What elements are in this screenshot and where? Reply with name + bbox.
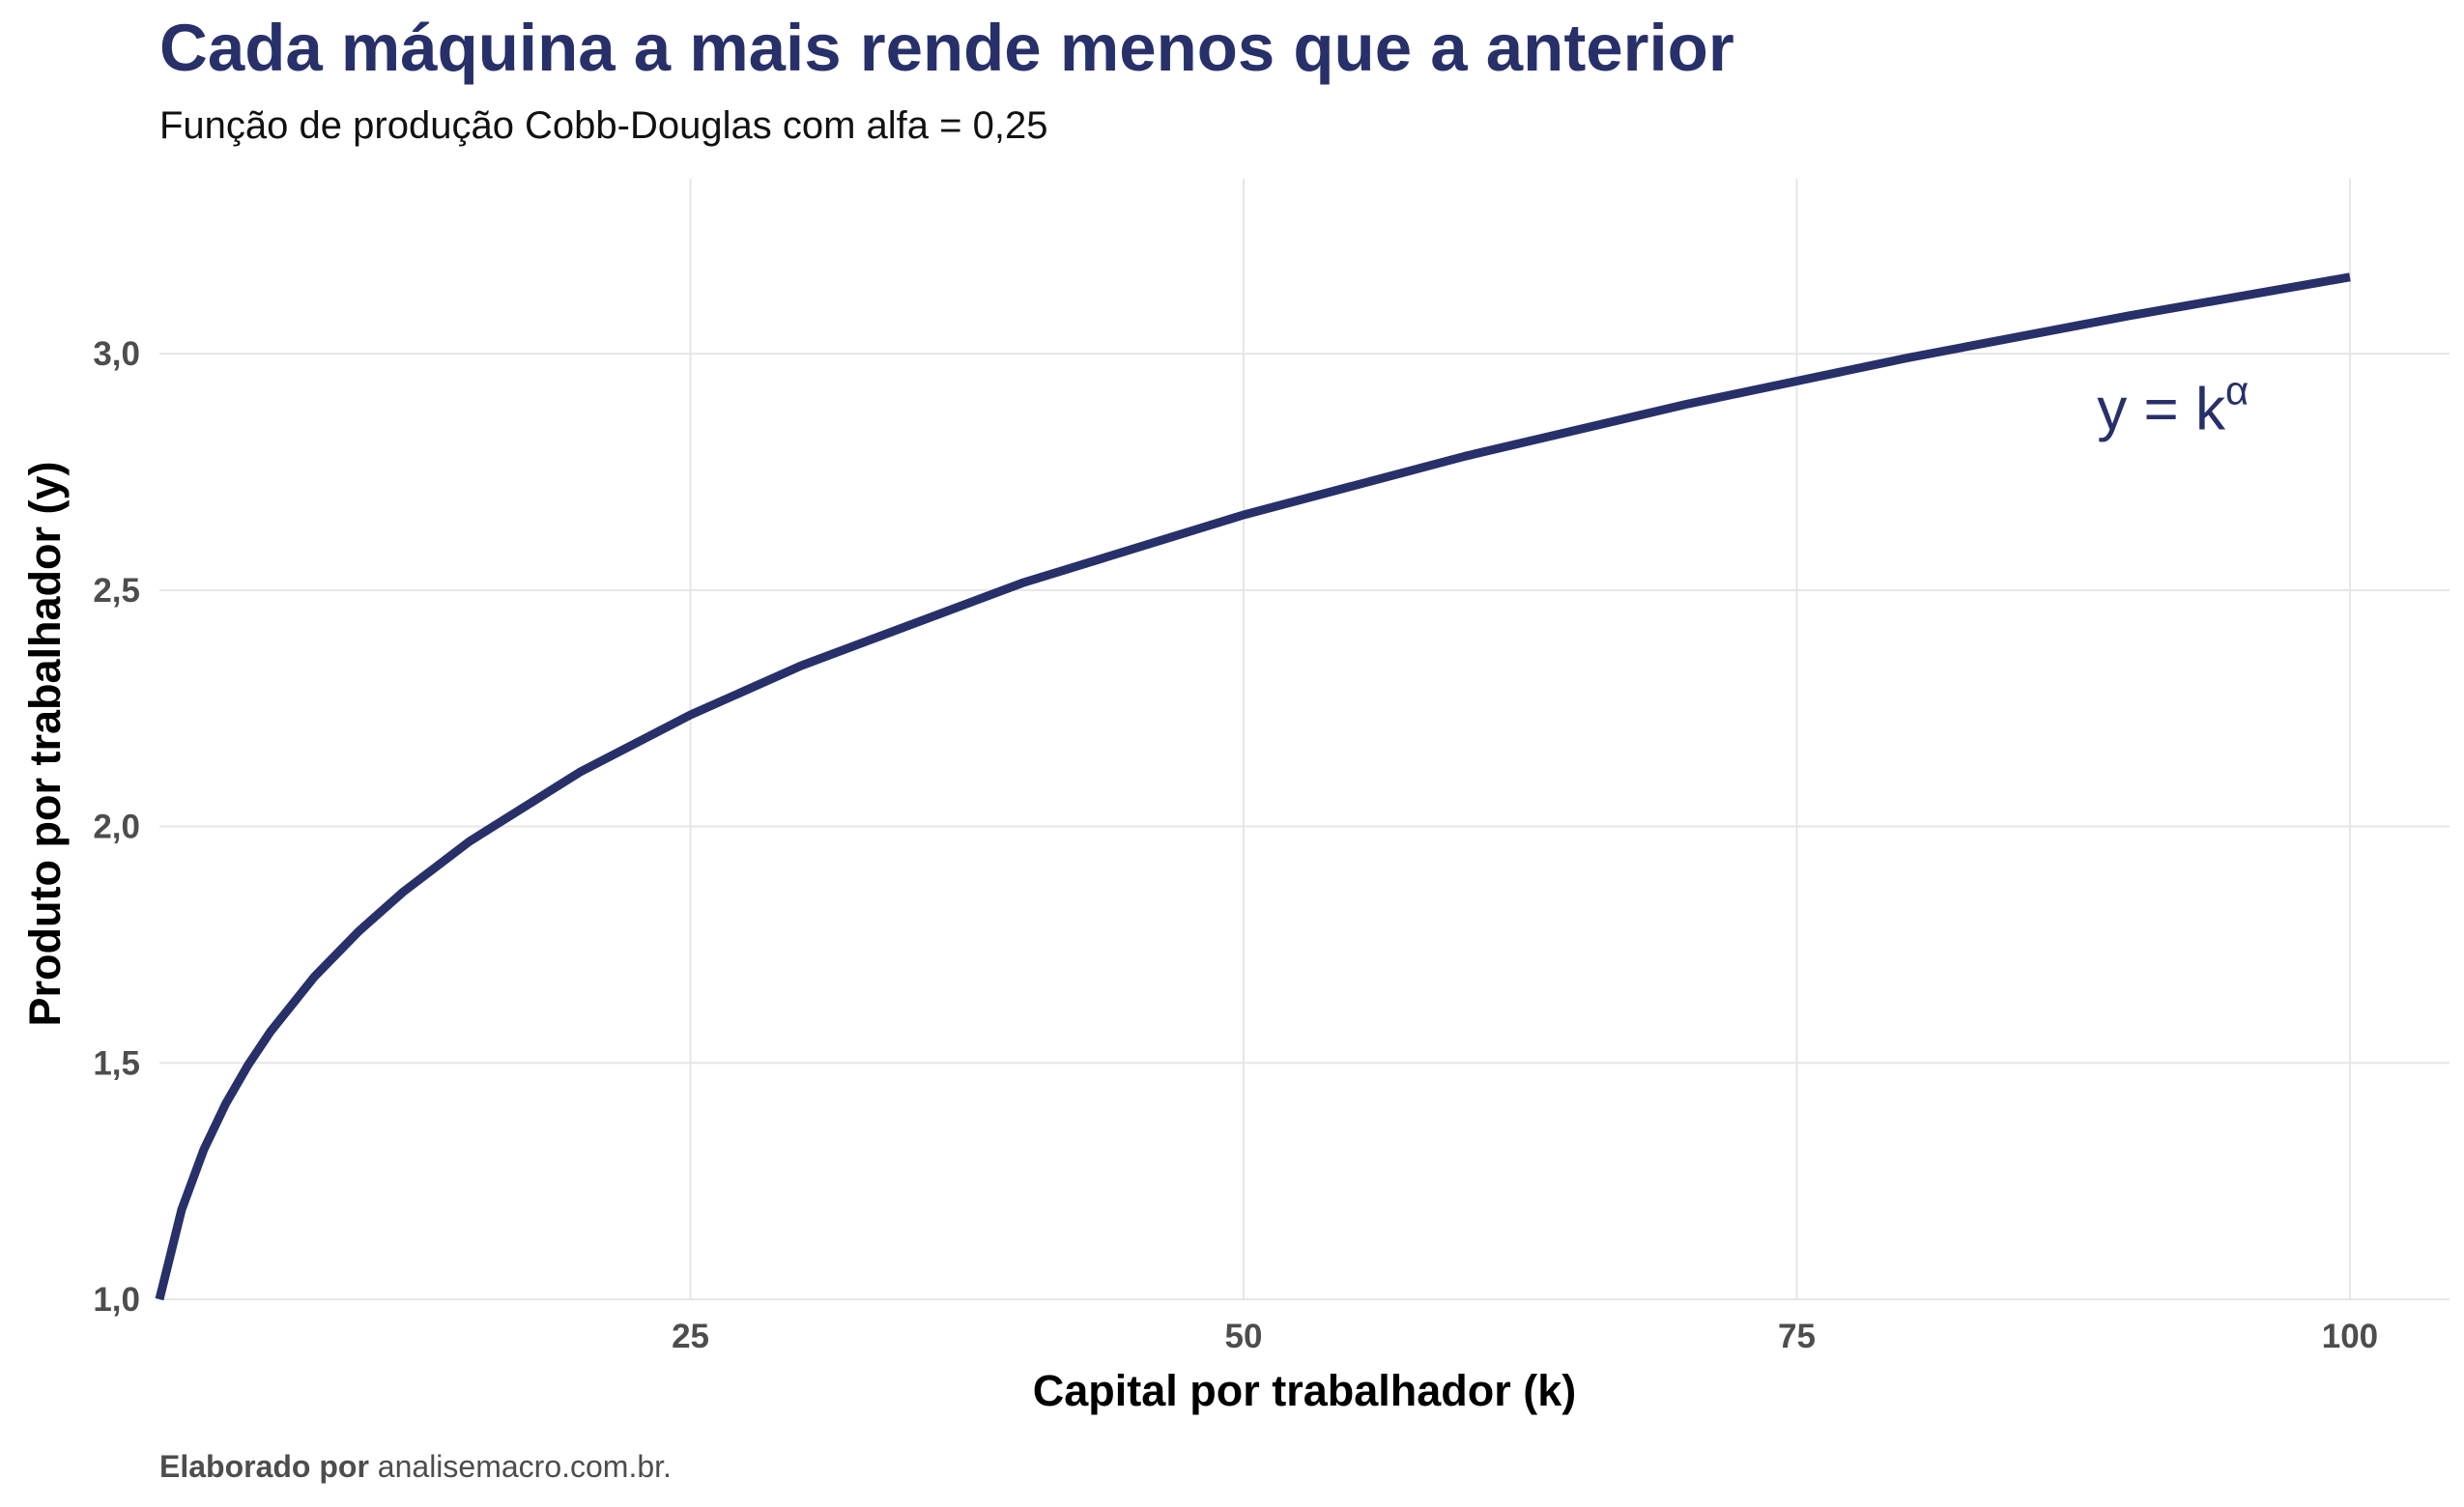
tick-labels: 1,0 1,5 2,0 2,5 3,0 25 50 75 100: [93, 335, 2378, 1355]
formula-superscript: α: [2225, 367, 2249, 412]
caption-bold-label: Elaborado por: [159, 1449, 369, 1484]
caption: Elaborado por analisemacro.com.br.: [159, 1449, 672, 1485]
series-layer: [155, 272, 2351, 1301]
y-tick-label: 1,5: [93, 1044, 140, 1082]
y-tick-label: 2,5: [93, 572, 140, 610]
series-line: [155, 272, 2351, 1301]
x-tick-label: 25: [672, 1318, 709, 1355]
formula-base: y = k: [2097, 376, 2226, 442]
annotation-layer: y = kα: [2097, 367, 2249, 442]
x-axis-title: Capital por trabalhador (k): [1033, 1366, 1577, 1415]
y-tick-label: 1,0: [93, 1281, 140, 1319]
chart-title: Cada máquina a mais rende menos que a an…: [159, 11, 1734, 85]
y-tick-label: 2,0: [93, 809, 140, 846]
y-tick-label: 3,0: [93, 335, 140, 373]
chart-subtitle: Função de produção Cobb-Douglas com alfa…: [159, 104, 1048, 147]
x-tick-label: 50: [1225, 1318, 1263, 1355]
grid-layer: [159, 179, 2450, 1300]
y-axis-title: Produto por trabalhador (y): [20, 462, 70, 1027]
caption-source: analisemacro.com.br.: [377, 1449, 672, 1484]
x-tick-label: 75: [1778, 1318, 1816, 1355]
x-tick-label: 100: [2322, 1318, 2378, 1355]
formula-annotation: y = kα: [2097, 367, 2249, 442]
